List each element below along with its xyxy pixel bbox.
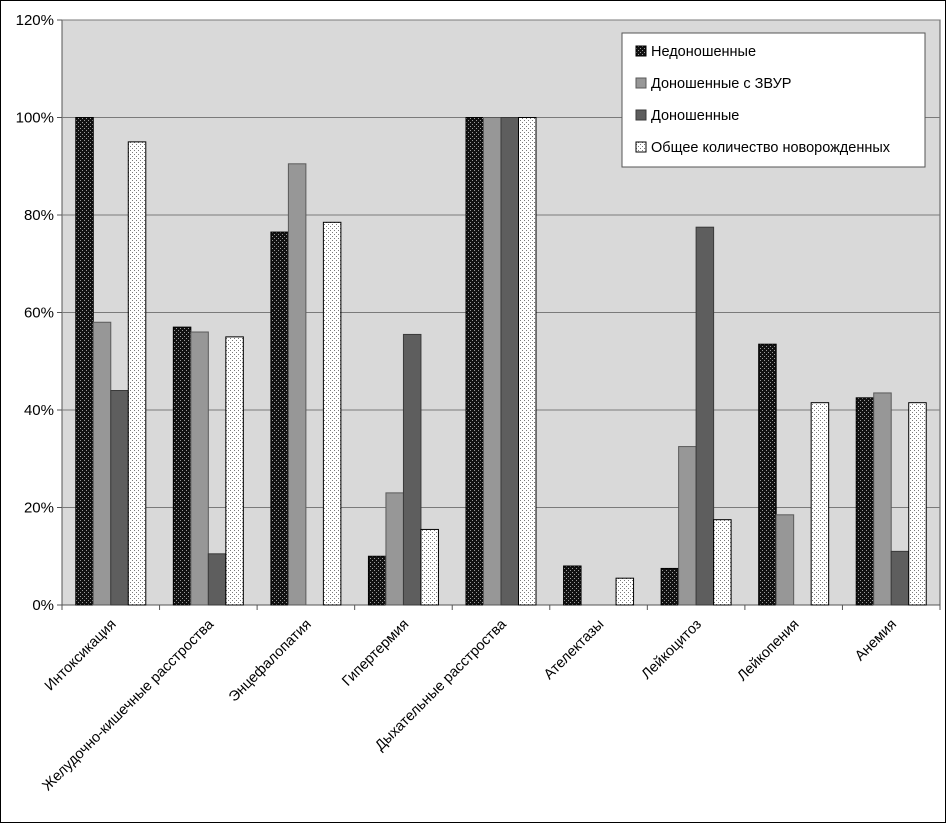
bar-series-0-cat-6	[660, 567, 680, 606]
bar-series-3-cat-6	[713, 519, 732, 606]
bar-series-2-cat-0	[110, 390, 129, 606]
x-category-label: Анемия	[852, 617, 900, 665]
bar-series-0-cat-1	[172, 326, 192, 606]
x-category-label: Гипертермия	[339, 617, 412, 690]
bar-series-3-cat-0	[127, 141, 147, 606]
bar-series-2-cat-6	[695, 226, 715, 606]
legend-swatch	[635, 77, 647, 89]
legend-swatch	[635, 45, 647, 57]
bar-series-2-cat-4	[500, 117, 519, 606]
bar-series-0-cat-7	[758, 343, 777, 606]
y-tick-label: 120%	[16, 12, 54, 29]
bar-series-1-cat-1	[190, 331, 209, 606]
y-tick-label: 0%	[32, 597, 54, 614]
bar-series-0-cat-8	[855, 397, 875, 606]
x-category-label: Желудочно-кишечные расстроства	[39, 616, 217, 794]
y-tick-label: 80%	[24, 207, 54, 224]
bar-series-1-cat-2	[287, 163, 307, 606]
bar-series-0-cat-3	[367, 555, 387, 606]
y-tick-label: 20%	[24, 500, 54, 517]
legend-label: Доношенные	[651, 108, 739, 124]
bar-series-3-cat-8	[908, 402, 927, 606]
y-tick-label: 40%	[24, 402, 54, 419]
bar-series-3-cat-1	[225, 336, 244, 606]
x-category-label: Лейкоцитоз	[639, 616, 705, 682]
bar-series-3-cat-3	[420, 528, 439, 606]
legend-label: Недоношенные	[651, 44, 756, 60]
bar-series-0-cat-5	[563, 565, 582, 606]
bar-series-0-cat-2	[270, 231, 289, 606]
bar-series-2-cat-8	[890, 550, 910, 606]
bar-series-1-cat-6	[678, 446, 697, 606]
bars	[75, 117, 927, 606]
legend-label: Доношенные с ЗВУР	[651, 76, 791, 92]
legend-label: Общее количество новорожденных	[651, 140, 891, 156]
bar-series-1-cat-0	[92, 321, 112, 606]
x-category-label: Энцефалопатия	[226, 617, 315, 706]
bar-series-3-cat-4	[518, 117, 537, 606]
legend-swatch	[635, 109, 647, 121]
x-category-label: Ателектазы	[541, 617, 607, 683]
bar-series-0-cat-0	[75, 117, 94, 606]
bar-series-3-cat-5	[615, 577, 635, 606]
bar-series-1-cat-7	[775, 514, 795, 606]
legend: Недоношенные Доношенные с ЗВУР Доношенные О…	[621, 32, 926, 168]
bar-series-3-cat-2	[322, 221, 342, 606]
bar-series-0-cat-4	[465, 117, 484, 606]
bar-series-1-cat-8	[873, 392, 892, 606]
x-category-label: Интоксикация	[42, 617, 120, 695]
bar-series-2-cat-1	[207, 553, 227, 606]
y-tick-label: 60%	[24, 305, 54, 322]
bar-series-1-cat-3	[385, 492, 404, 606]
bar-series-3-cat-7	[810, 402, 830, 606]
y-tick-label: 100%	[16, 110, 54, 127]
legend-swatch	[635, 141, 647, 153]
bar-series-1-cat-4	[483, 117, 502, 606]
bar-series-2-cat-3	[402, 333, 422, 606]
x-category-label: Лейкопения	[735, 617, 803, 685]
legend-box	[621, 32, 926, 168]
